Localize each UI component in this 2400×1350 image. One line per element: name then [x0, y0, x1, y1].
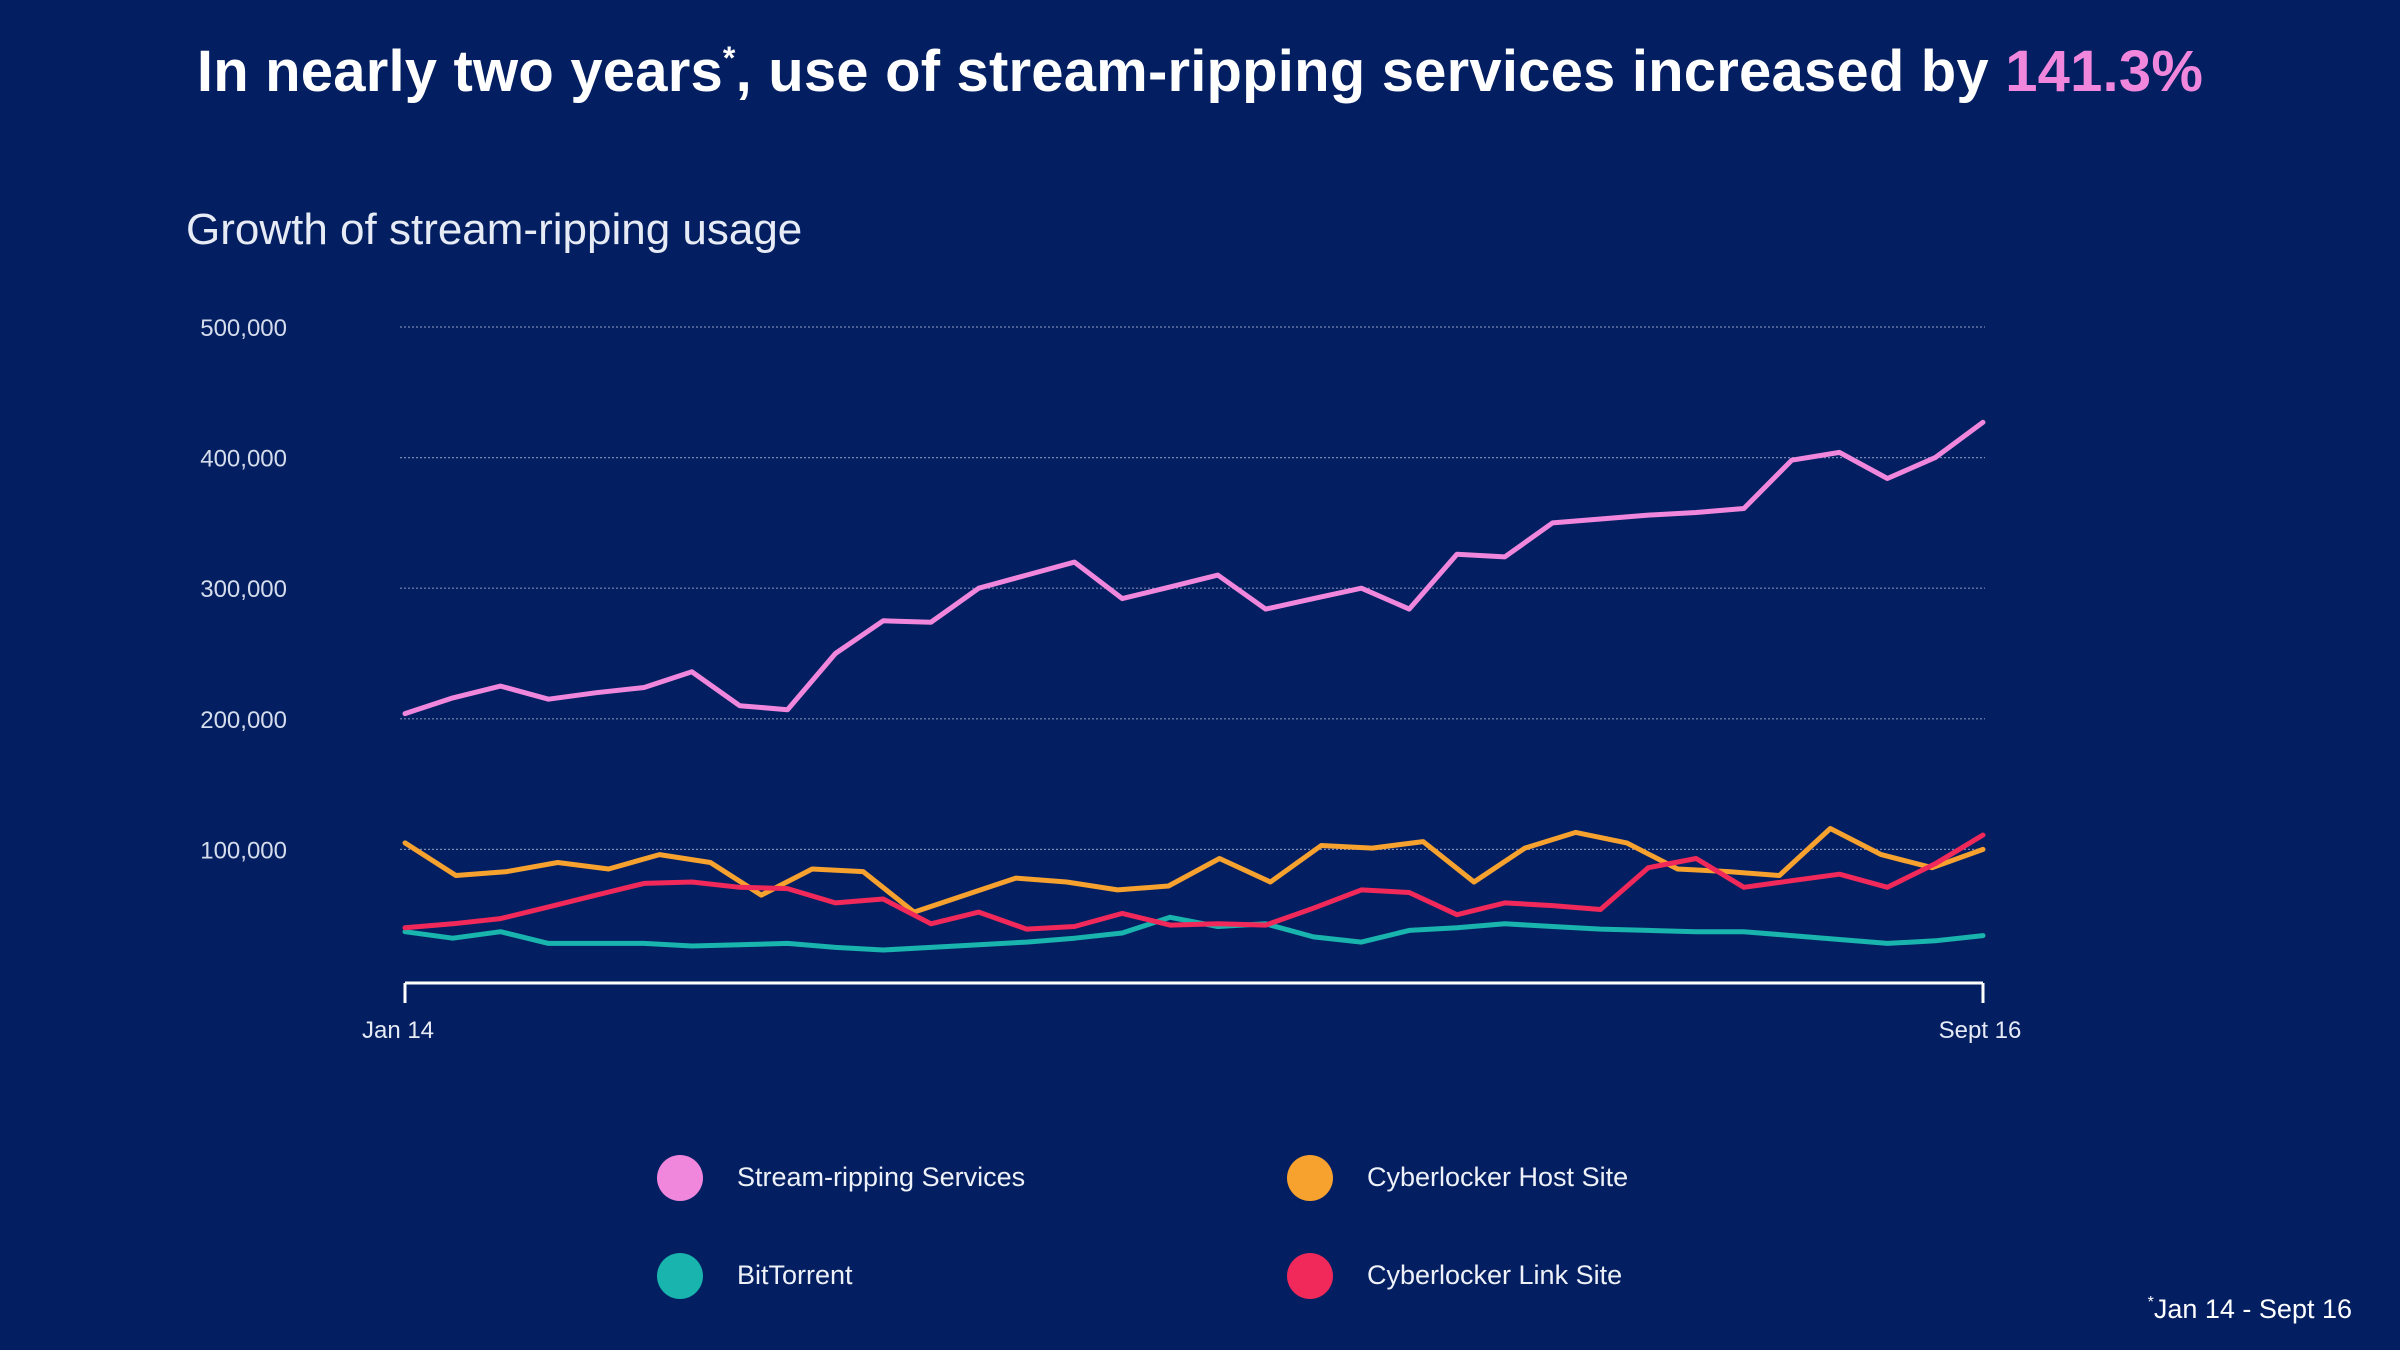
headline-text-after: , use of stream-ripping services increas…: [735, 39, 2006, 104]
y-tick-label-100000: 100,000: [200, 837, 287, 864]
series-line-cyberlocker-link-site: [402, 832, 1986, 932]
legend-dot-bittorrent: [657, 1253, 703, 1299]
legend-label-bittorrent: BitTorrent: [737, 1260, 853, 1290]
headline-asterisk: *: [722, 40, 736, 76]
legend-dot-stream-ripping: [657, 1155, 703, 1201]
legend-label-cyberlocker-link: Cyberlocker Link Site: [1367, 1260, 1623, 1290]
y-tick-label-300000: 300,000: [200, 576, 287, 603]
headline-text-before: In nearly two years: [196, 39, 723, 104]
x-tick-label-start: Jan 14: [362, 1017, 434, 1044]
series-line-cyberlocker-host-site: [402, 826, 1986, 915]
footnote-text: Jan 14 - Sept 16: [2153, 1294, 2352, 1324]
y-tick-label-200000: 200,000: [200, 707, 287, 734]
legend-label-cyberlocker-host: Cyberlocker Host Site: [1367, 1162, 1629, 1192]
y-tick-label-500000: 500,000: [200, 315, 287, 342]
series-line-stream-ripping-services: [402, 419, 1986, 717]
footnote: *Jan 14 - Sept 16: [2148, 1294, 2352, 1325]
line-chart: 100,000 200,000 300,000 400,000 500,000 Jan 1…: [200, 315, 2022, 1044]
footnote-asterisk: *: [2147, 1294, 2154, 1311]
x-tick-label-end: Sept 16: [1939, 1017, 2022, 1044]
legend-dot-cyberlocker-host: [1287, 1155, 1333, 1201]
y-tick-label-400000: 400,000: [200, 446, 287, 473]
legend-label-stream-ripping: Stream-ripping Services: [737, 1162, 1026, 1192]
legend-dot-cyberlocker-link: [1287, 1253, 1333, 1299]
headline-highlight: 141.3%: [2005, 39, 2204, 104]
headline: In nearly two years*, use of stream-ripp…: [0, 38, 2400, 105]
series-line-bittorrent: [402, 914, 1986, 953]
chart-title: Growth of stream-ripping usage: [186, 205, 803, 254]
